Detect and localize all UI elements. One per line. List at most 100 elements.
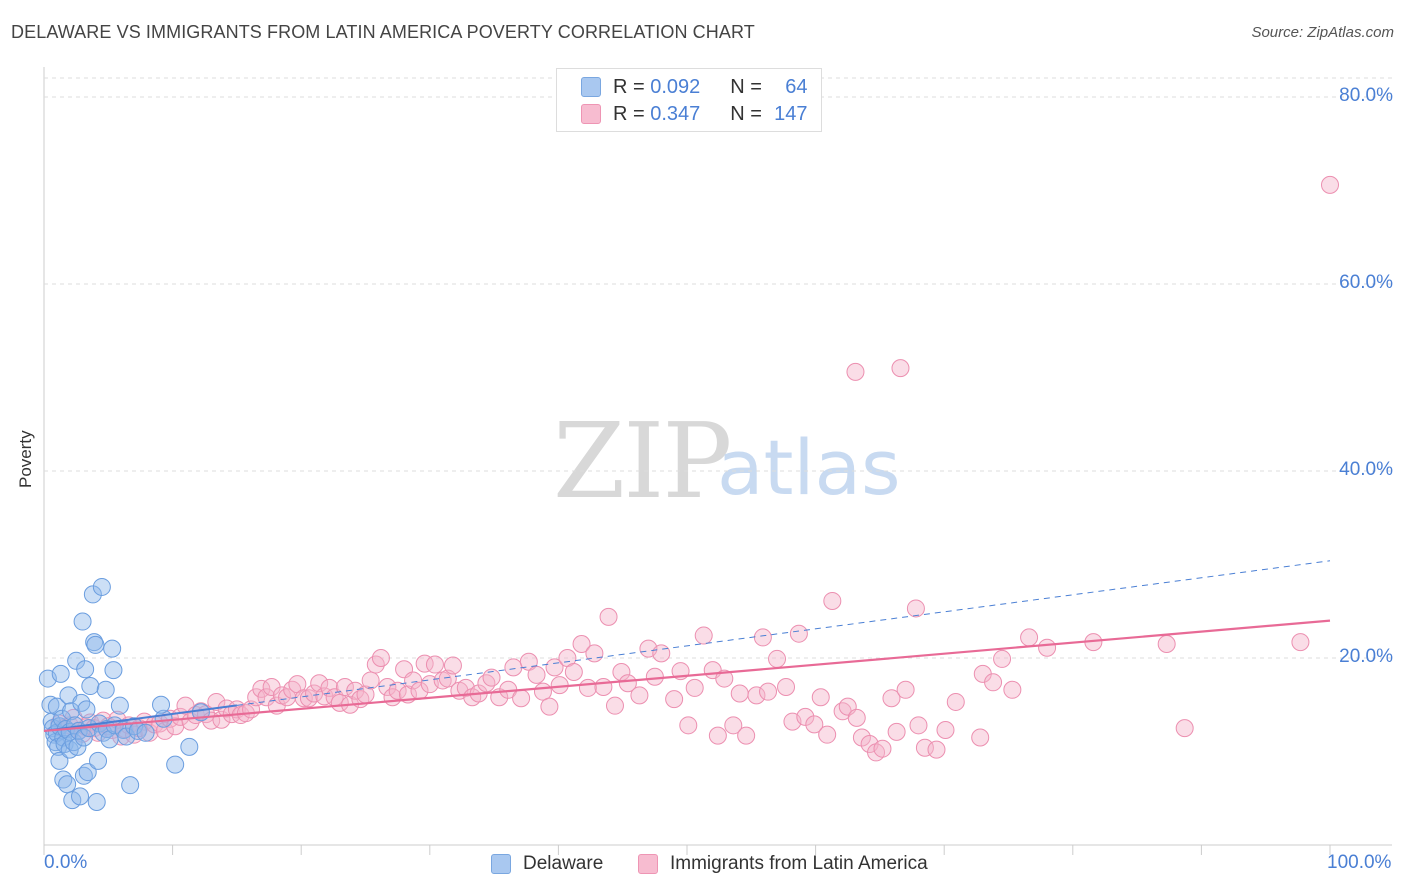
data-point-delaware xyxy=(83,585,102,604)
data-point-latin-america xyxy=(873,739,892,758)
legend-r-value: 0.347 xyxy=(650,102,701,125)
y-tick-label: 60.0% xyxy=(1339,272,1393,293)
bottom-legend-swatch-delaware xyxy=(491,854,511,874)
data-point-latin-america xyxy=(694,626,713,645)
data-point-latin-america xyxy=(599,607,618,626)
data-point-latin-america xyxy=(796,707,815,726)
y-tick-label: 40.0% xyxy=(1339,459,1393,480)
data-point-delaware xyxy=(86,635,105,654)
data-point-latin-america xyxy=(533,682,552,701)
legend-r-label: R = xyxy=(613,102,651,125)
data-point-latin-america xyxy=(572,634,591,653)
data-point-delaware xyxy=(103,639,122,658)
data-point-latin-america xyxy=(477,674,496,693)
bottom-legend-label-delaware: Delaware xyxy=(523,853,604,874)
data-point-latin-america xyxy=(320,678,339,697)
data-point-latin-america xyxy=(512,689,531,708)
data-point-latin-america xyxy=(896,680,915,699)
data-point-latin-america xyxy=(594,677,613,696)
data-point-latin-america xyxy=(852,728,871,747)
data-point-latin-america xyxy=(482,668,501,687)
y-axis-label: Poverty xyxy=(16,430,35,488)
data-point-delaware xyxy=(71,787,90,806)
data-point-latin-america xyxy=(371,649,390,667)
data-point-delaware xyxy=(76,660,95,679)
data-point-latin-america xyxy=(847,708,866,727)
data-point-latin-america xyxy=(946,692,965,711)
data-point-latin-america xyxy=(715,669,734,688)
data-point-latin-america xyxy=(753,628,772,647)
data-point-latin-america xyxy=(768,649,787,668)
chart-title: DELAWARE VS IMMIGRANTS FROM LATIN AMERIC… xyxy=(11,22,755,42)
data-point-latin-america xyxy=(679,716,698,735)
data-point-latin-america xyxy=(818,725,837,744)
data-point-latin-america xyxy=(724,716,743,735)
data-point-latin-america xyxy=(971,728,990,747)
data-point-latin-america xyxy=(404,671,423,690)
data-point-delaware xyxy=(68,737,87,756)
y-tick-label: 20.0% xyxy=(1339,646,1393,667)
data-point-latin-america xyxy=(927,740,946,759)
legend-r-label: R = xyxy=(613,75,651,98)
data-point-latin-america xyxy=(527,665,546,684)
legend-row-latin-america: R = 0.347 N = 147 xyxy=(581,102,808,126)
data-point-latin-america xyxy=(1157,634,1176,653)
data-point-latin-america xyxy=(846,362,865,381)
data-point-latin-america xyxy=(665,690,684,709)
data-point-delaware xyxy=(96,680,115,699)
data-point-latin-america xyxy=(207,692,226,711)
x-tick-label-max: 100.0% xyxy=(1327,852,1392,873)
legend-n-value: 147 xyxy=(774,102,808,125)
data-point-latin-america xyxy=(915,738,934,757)
data-point-latin-america xyxy=(140,723,159,742)
data-point-latin-america xyxy=(708,726,727,745)
data-point-latin-america xyxy=(777,677,796,696)
data-point-latin-america xyxy=(1020,628,1039,647)
data-point-delaware xyxy=(104,661,123,680)
legend-swatch-latin-america xyxy=(581,104,601,124)
data-point-latin-america xyxy=(652,644,671,663)
trend-line-dashed-delaware xyxy=(236,560,1331,706)
data-point-latin-america xyxy=(1038,638,1057,657)
x-tick-label-min: 0.0% xyxy=(44,852,88,873)
data-point-latin-america xyxy=(811,688,830,707)
bottom-legend-label-latin-america: Immigrants from Latin America xyxy=(670,853,928,874)
data-point-latin-america xyxy=(984,673,1003,692)
data-point-latin-america xyxy=(564,663,583,682)
data-point-latin-america xyxy=(759,682,778,701)
data-point-latin-america xyxy=(645,667,664,686)
legend-n-label: N = xyxy=(730,102,768,125)
data-point-latin-america xyxy=(1291,633,1310,652)
trend-line-delaware xyxy=(43,704,238,732)
data-point-delaware xyxy=(58,775,77,794)
data-point-delaware xyxy=(92,577,111,596)
data-point-latin-america xyxy=(887,722,906,741)
data-point-latin-america xyxy=(891,359,910,378)
data-point-delaware xyxy=(47,697,66,716)
legend-n-value: 64 xyxy=(785,75,808,98)
data-point-delaware xyxy=(89,751,108,770)
legend-swatch-delaware xyxy=(581,77,601,97)
data-point-delaware xyxy=(117,727,136,746)
data-point-latin-america xyxy=(415,654,434,673)
data-point-latin-america xyxy=(425,655,444,674)
legend-row-delaware: R = 0.092 N = 64 xyxy=(581,75,808,99)
data-point-delaware xyxy=(121,776,140,795)
data-point-latin-america xyxy=(685,678,704,697)
data-point-latin-america xyxy=(294,689,313,708)
data-point-delaware xyxy=(166,755,185,774)
bottom-legend-delaware: Delaware xyxy=(491,852,603,876)
source-label: Source: ZipAtlas.com xyxy=(1251,24,1394,41)
data-point-latin-america xyxy=(789,624,808,643)
data-point-delaware xyxy=(180,737,199,756)
data-point-latin-america xyxy=(605,696,624,715)
data-point-latin-america xyxy=(618,674,637,693)
data-point-delaware xyxy=(78,763,97,782)
data-point-latin-america xyxy=(504,658,523,677)
data-point-latin-america xyxy=(247,688,266,707)
data-point-latin-america xyxy=(1175,719,1194,738)
data-point-delaware xyxy=(87,792,106,811)
data-point-delaware xyxy=(136,723,155,742)
data-point-latin-america xyxy=(361,671,380,690)
